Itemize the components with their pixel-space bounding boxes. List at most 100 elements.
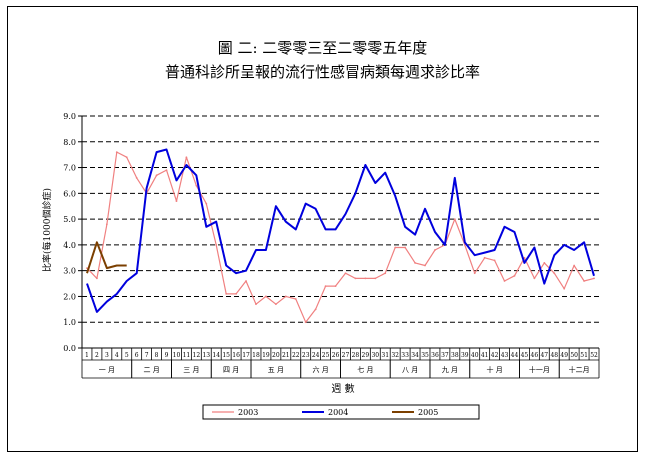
x-tick-label: 40	[471, 352, 479, 359]
series-line-2005	[86, 241, 127, 274]
x-tick-label: 9	[165, 352, 169, 359]
x-tick-label: 31	[381, 352, 389, 359]
legend: 2003 2004 2005	[212, 408, 438, 417]
y-tick-label: 5.0	[63, 215, 76, 224]
x-tick-label: 13	[202, 352, 210, 359]
data-point-2003	[513, 274, 516, 277]
data-point-2003	[533, 277, 536, 280]
data-point-2003	[573, 264, 576, 267]
legend-label-2003: 2003	[238, 408, 258, 417]
x-tick-label: 33	[401, 352, 409, 359]
x-tick-label: 19	[262, 352, 270, 359]
x-tick-label: 5	[125, 352, 129, 359]
x-tick-label: 30	[371, 352, 379, 359]
series-line-2003	[86, 151, 595, 323]
series-line-2004	[86, 148, 595, 313]
data-point-2003	[473, 272, 476, 275]
data-point-2003	[483, 256, 486, 259]
x-tick-label: 45	[521, 352, 529, 359]
y-tick-label: 8.0	[63, 138, 76, 147]
x-tick-label: 38	[451, 352, 459, 359]
y-tick-label: 9.0	[63, 112, 76, 121]
y-tick-label: 7.0	[63, 164, 76, 173]
x-tick-label: 46	[531, 352, 539, 359]
data-point-2003	[583, 280, 585, 282]
y-tick-label: 0.0	[63, 344, 76, 353]
data-point-2003	[96, 277, 98, 280]
data-point-2003	[274, 303, 277, 306]
data-point-2003	[364, 277, 367, 280]
data-point-2003	[304, 321, 307, 324]
x-tick-label: 47	[540, 352, 548, 359]
y-axis-label: 比率(每1000個診症)	[41, 188, 53, 272]
x-tick-label: 35	[421, 352, 429, 359]
legend-box	[202, 404, 480, 420]
x-tick-label: 11	[183, 352, 191, 359]
data-point-2003	[135, 176, 138, 179]
x-tick-label: 43	[501, 352, 509, 359]
data-point-2003	[374, 277, 377, 280]
data-point-2003	[284, 295, 287, 298]
legend-label-2004: 2004	[328, 408, 348, 417]
data-point-2003	[523, 256, 526, 259]
data-point-2003	[245, 280, 247, 282]
data-point-2003	[324, 285, 327, 288]
x-tick-label: 2	[95, 352, 99, 359]
x-axis-label: 週 數	[331, 382, 354, 395]
x-tick-label: 41	[481, 352, 489, 359]
month-label: 五 月	[268, 366, 284, 374]
x-tick-label: 12	[193, 352, 201, 359]
x-tick-label: 26	[332, 352, 340, 359]
x-tick-label: 23	[302, 352, 310, 359]
y-tick-label: 2.0	[63, 292, 76, 301]
data-point-2003	[394, 246, 397, 249]
month-label: 一 月	[99, 366, 115, 374]
data-point-2003	[125, 156, 128, 159]
x-tick-label: 29	[362, 352, 370, 359]
x-tick-label: 1	[85, 352, 89, 359]
x-tick-label: 42	[491, 352, 499, 359]
data-point-2003	[334, 285, 337, 288]
x-tick-labels: 1 2 3 4 5 6 7 8 9 10 11 12 13 14 15 16 17 18 19 20 21 22 23 24 2…	[85, 352, 598, 359]
data-point-2003	[86, 267, 88, 269]
month-label: 二 月	[143, 366, 159, 374]
data-point-2003	[205, 202, 208, 205]
x-tick-label: 51	[580, 352, 588, 359]
data-point-2003	[235, 292, 238, 295]
month-label: 十一月	[529, 365, 550, 374]
x-tick-label: 22	[292, 352, 300, 359]
x-tick-label: 52	[590, 352, 598, 359]
x-tick-label: 15	[222, 352, 230, 359]
data-point-2003	[344, 272, 347, 275]
month-labels: 一 月 二 月 三 月 四 月 五 月 六 月 七 月 八 月 九 月 十 月 十一月 十二月	[99, 365, 590, 374]
data-point-2003	[553, 272, 556, 275]
x-tick-label: 39	[461, 352, 469, 359]
y-tick-label: 3.0	[63, 267, 76, 276]
x-tick-label: 25	[322, 352, 330, 359]
data-point-2003	[493, 259, 496, 262]
data-point-2003	[404, 246, 407, 249]
month-label: 四 月	[223, 366, 239, 374]
y-tick-label: 1.0	[63, 318, 76, 327]
month-label: 六 月	[312, 365, 328, 374]
x-tick-label: 48	[550, 352, 558, 359]
data-point-2003	[255, 303, 257, 306]
chart-title: 圖 二: 二零零三至二零零五年度	[217, 39, 428, 57]
data-point-2003	[593, 277, 595, 280]
data-point-2003	[225, 292, 228, 295]
data-point-2003	[543, 262, 546, 264]
data-point-2003	[354, 277, 357, 280]
x-tick-label: 10	[173, 352, 181, 359]
x-tick-label: 8	[155, 352, 159, 359]
x-tick-label: 27	[342, 352, 350, 359]
x-tick-label: 36	[431, 352, 439, 359]
series-lines	[86, 148, 595, 324]
axes	[78, 115, 600, 379]
x-tick-label: 34	[411, 352, 419, 359]
x-tick-label: 28	[352, 352, 360, 359]
data-point-2003	[424, 264, 426, 267]
month-label: 七 月	[357, 365, 373, 374]
x-tick-label: 44	[511, 352, 519, 359]
month-label: 九 月	[442, 365, 458, 374]
data-point-2003	[563, 287, 566, 290]
